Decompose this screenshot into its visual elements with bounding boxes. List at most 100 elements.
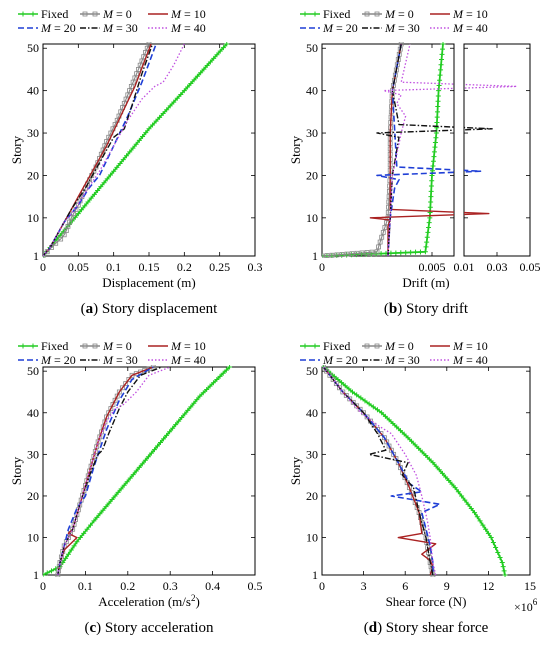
series-marker <box>95 187 101 193</box>
series-marker <box>435 93 441 99</box>
series-marker <box>160 111 166 117</box>
series-marker <box>210 380 216 386</box>
series-marker <box>430 158 436 164</box>
legend-label: M = 20 <box>40 353 76 367</box>
series-marker <box>502 572 508 577</box>
caption-letter: a <box>86 301 94 317</box>
series-marker <box>339 380 345 386</box>
series-marker <box>431 154 437 160</box>
series-line <box>322 366 441 575</box>
series-marker <box>324 253 330 258</box>
series-marker <box>386 417 392 423</box>
series-marker <box>349 251 355 257</box>
y-tick-label: 20 <box>27 168 39 182</box>
legend-label-var: M <box>322 353 334 367</box>
series-marker <box>117 160 123 166</box>
legend-swatch-marker <box>312 343 318 349</box>
legend-label-rest: = 40 <box>463 353 488 367</box>
series-marker <box>485 530 491 536</box>
series-marker <box>204 63 210 69</box>
legend-label-rest: = 20 <box>333 21 358 35</box>
series-marker <box>384 220 389 226</box>
x-tick-label: 0.2 <box>177 260 192 274</box>
series-line <box>57 366 154 576</box>
series-marker <box>432 144 438 150</box>
legend-label: M = 20 <box>322 353 358 367</box>
series-marker <box>60 560 66 566</box>
series-line <box>43 43 185 257</box>
series-marker <box>437 77 443 83</box>
legend-label-rest: = 20 <box>51 353 76 367</box>
series-marker <box>428 183 434 189</box>
legend-swatch-marker <box>374 343 380 349</box>
series-marker <box>423 453 429 459</box>
legend-label: M = 10 <box>452 7 488 21</box>
series-marker <box>344 251 350 257</box>
x-tick-label: 9 <box>444 579 450 593</box>
x-tick-label: 6 <box>402 579 408 593</box>
series-marker <box>382 413 388 419</box>
series-line <box>322 366 506 576</box>
legend-label-rest: = 10 <box>463 339 488 353</box>
x-axis-label: Displacement (m) <box>102 275 196 290</box>
series-marker <box>364 250 370 255</box>
caption-text: ) Story shear force <box>377 620 489 636</box>
series-marker <box>377 239 383 245</box>
series-marker <box>123 381 129 387</box>
series-marker <box>390 420 396 426</box>
series-marker <box>439 51 445 57</box>
series-marker <box>359 250 365 256</box>
y-tick-label: 20 <box>27 489 39 503</box>
series-marker <box>495 550 501 556</box>
series-marker <box>354 392 360 398</box>
series-marker <box>416 445 422 451</box>
series-marker <box>424 234 430 240</box>
series-marker <box>354 250 360 256</box>
series-m10 <box>322 366 437 576</box>
series-marker <box>224 42 230 47</box>
series-marker <box>333 381 339 387</box>
legend-label-rest: = 0 <box>113 7 132 21</box>
series-marker <box>436 467 442 473</box>
panel-caption: (c) Story acceleration <box>84 620 214 636</box>
y-tick-label: 1 <box>312 568 318 582</box>
series-marker <box>146 126 152 132</box>
x-tick-label: 15 <box>524 579 536 593</box>
x-tick-label: 0.3 <box>248 260 263 274</box>
series-marker <box>370 404 376 410</box>
legend-label: M = 40 <box>452 353 488 367</box>
y-axis-label: Story <box>9 135 24 164</box>
axes-frame <box>42 43 256 257</box>
legend-swatch-marker <box>374 11 380 17</box>
series-marker <box>428 188 434 194</box>
y-tick-label: 40 <box>306 406 318 420</box>
series-marker <box>71 543 77 549</box>
series-marker <box>376 244 381 250</box>
y-tick-label: 30 <box>27 447 39 461</box>
series-marker <box>139 461 145 467</box>
series-marker <box>48 568 54 574</box>
series-marker <box>217 48 223 54</box>
series-marker <box>488 535 494 541</box>
series-marker <box>207 383 213 389</box>
series-marker <box>82 203 88 209</box>
series-marker <box>103 504 109 510</box>
series-fixed <box>43 42 230 258</box>
series-marker <box>350 399 356 405</box>
series-marker <box>158 439 164 445</box>
y-tick-label: 1 <box>33 249 39 263</box>
legend-label-var: M <box>452 7 464 21</box>
series-marker <box>170 425 176 431</box>
series-marker <box>403 250 409 256</box>
legend-label: M = 30 <box>384 21 420 35</box>
legend-swatch-marker <box>302 343 308 349</box>
legend-label-rest: = 0 <box>395 7 414 21</box>
legend-label-var: M <box>170 353 182 367</box>
legend-label-var: M <box>40 21 52 35</box>
caption-text: ) Story displacement <box>93 301 218 317</box>
series-marker <box>63 555 69 561</box>
series-marker <box>474 514 480 520</box>
